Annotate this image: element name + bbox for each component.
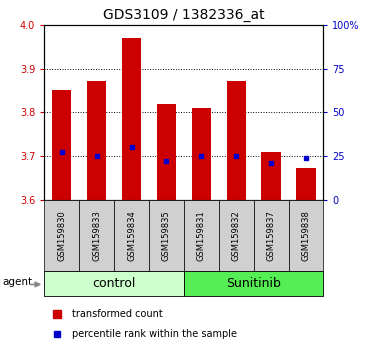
Text: GSM159831: GSM159831 [197, 210, 206, 261]
Text: GSM159838: GSM159838 [301, 210, 310, 261]
Bar [44, 200, 79, 271]
Bar [149, 200, 184, 271]
Bar [114, 200, 149, 271]
Bar [184, 271, 323, 296]
Text: control: control [92, 277, 136, 290]
Bar [44, 271, 184, 296]
Bar [52, 91, 71, 200]
Text: GSM159837: GSM159837 [266, 210, 276, 261]
Bar [122, 38, 141, 200]
Bar [219, 200, 254, 271]
Text: agent: agent [2, 277, 32, 287]
Bar [288, 200, 323, 271]
Text: GSM159835: GSM159835 [162, 210, 171, 261]
Bar [254, 200, 288, 271]
Bar [192, 108, 211, 200]
Text: transformed count: transformed count [72, 309, 163, 319]
Bar [87, 81, 106, 200]
Text: GSM159832: GSM159832 [232, 210, 241, 261]
Text: GSM159830: GSM159830 [57, 210, 66, 261]
Bar [184, 200, 219, 271]
Title: GDS3109 / 1382336_at: GDS3109 / 1382336_at [103, 8, 264, 22]
Bar [227, 81, 246, 200]
Text: GSM159833: GSM159833 [92, 210, 101, 261]
Bar [79, 200, 114, 271]
Bar [261, 152, 281, 200]
Text: Sunitinib: Sunitinib [226, 277, 281, 290]
Text: GSM159834: GSM159834 [127, 210, 136, 261]
Text: percentile rank within the sample: percentile rank within the sample [72, 329, 237, 339]
Bar [157, 104, 176, 200]
Bar [296, 168, 316, 200]
